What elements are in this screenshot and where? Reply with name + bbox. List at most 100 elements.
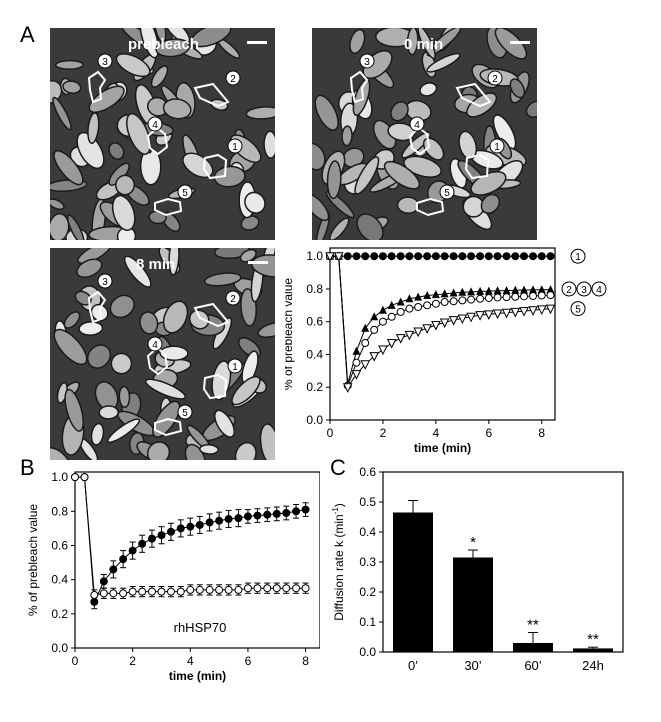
y-tick-label: 0.8 xyxy=(306,282,323,296)
cell xyxy=(76,258,103,278)
cell xyxy=(203,272,242,287)
data-point xyxy=(370,312,379,321)
chart-b-rhhsp70: 0 2 4 6 8 0.0 0.2 0.4 0.6 0.8 1.0 time (min) % of pr… xyxy=(26,470,320,683)
data-point xyxy=(301,584,310,593)
data-point xyxy=(440,298,449,307)
data-point xyxy=(195,520,204,529)
cell xyxy=(314,94,339,131)
cell xyxy=(329,217,350,240)
data-point xyxy=(537,291,546,300)
roi-number: 3 xyxy=(364,57,370,68)
cell xyxy=(390,101,409,122)
data-point xyxy=(546,252,555,261)
data-point xyxy=(99,589,108,598)
data-point xyxy=(352,358,361,367)
data-point xyxy=(439,318,450,329)
cell xyxy=(480,193,501,214)
cell xyxy=(199,443,219,455)
panel-letter-c: C xyxy=(330,455,346,480)
roi-number-badge xyxy=(409,116,425,132)
y-axis-label: % of prebleach value xyxy=(285,278,295,390)
data-point xyxy=(387,252,396,261)
x-tick-label: 0 xyxy=(72,654,79,668)
x-tick-label: 0 xyxy=(327,426,334,440)
x-tick-label: 6 xyxy=(485,426,492,440)
data-point xyxy=(475,311,485,321)
data-point xyxy=(493,286,502,295)
cell xyxy=(98,405,119,420)
data-point xyxy=(243,584,252,593)
cell xyxy=(145,378,187,400)
data-point xyxy=(449,252,458,261)
y-axis-label: % of prebleach value xyxy=(26,504,40,616)
data-point xyxy=(224,514,233,523)
series-label-3-badge xyxy=(576,281,592,297)
x-tick-label: 4 xyxy=(187,654,194,668)
roi-number: 5 xyxy=(182,188,188,199)
cell xyxy=(341,125,353,147)
roi-outline xyxy=(193,82,230,108)
data-point xyxy=(546,285,555,294)
bar xyxy=(393,512,433,652)
cell xyxy=(417,28,436,60)
data-point xyxy=(422,324,432,334)
cell xyxy=(139,28,160,59)
data-point xyxy=(351,370,362,380)
cell xyxy=(86,344,112,369)
data-point xyxy=(440,252,449,261)
scale-bar xyxy=(510,41,530,44)
cell xyxy=(54,59,84,70)
data-point xyxy=(492,309,503,320)
cell xyxy=(111,194,136,231)
roi-number: 3 xyxy=(102,57,108,68)
data-point xyxy=(195,585,204,594)
cell xyxy=(403,155,442,178)
data-point xyxy=(325,252,335,262)
cell xyxy=(110,352,133,375)
data-point xyxy=(529,285,538,294)
data-point xyxy=(186,522,195,531)
data-point xyxy=(396,297,405,306)
y-tick-label: 0.2 xyxy=(51,607,68,621)
cell xyxy=(349,28,366,54)
data-point xyxy=(138,587,147,596)
cell-texture: 1 2 3 4 5 xyxy=(50,28,275,240)
series-line xyxy=(75,476,306,596)
cell xyxy=(312,142,326,171)
data-point xyxy=(502,252,511,261)
x-tick-label: 2 xyxy=(380,426,387,440)
cell xyxy=(213,409,236,438)
roi-number: 1 xyxy=(232,142,238,153)
panel-letter-b: B xyxy=(20,455,35,480)
significance-mark: ** xyxy=(527,617,539,634)
cell xyxy=(509,78,526,99)
data-point xyxy=(272,584,281,593)
data-point xyxy=(405,252,414,261)
roi-number: 2 xyxy=(230,74,236,85)
data-point xyxy=(90,591,99,600)
data-point xyxy=(109,589,118,598)
series-4 xyxy=(325,252,556,393)
series-line xyxy=(75,476,306,604)
roi-number: 2 xyxy=(492,74,498,85)
x-tick-label: 8 xyxy=(538,426,545,440)
y-tick-label: 0.6 xyxy=(359,465,376,479)
plot-frame xyxy=(74,471,320,649)
roi-number: 3 xyxy=(102,277,108,288)
data-point xyxy=(545,304,556,315)
series-1 xyxy=(71,473,310,610)
cell xyxy=(116,226,137,240)
cell xyxy=(88,85,125,114)
y-tick-label: 0.1 xyxy=(359,615,376,629)
data-point xyxy=(378,317,387,326)
data-point xyxy=(370,252,379,261)
cell xyxy=(234,441,257,460)
cell xyxy=(53,150,84,186)
cell xyxy=(50,213,70,240)
roi-number-badge xyxy=(225,290,241,306)
data-point xyxy=(292,584,301,593)
scale-bar xyxy=(247,41,267,44)
y-tick-label: 1.0 xyxy=(306,249,323,263)
y-tick-label: 0.6 xyxy=(51,538,68,552)
roi-number-badge xyxy=(359,53,375,69)
